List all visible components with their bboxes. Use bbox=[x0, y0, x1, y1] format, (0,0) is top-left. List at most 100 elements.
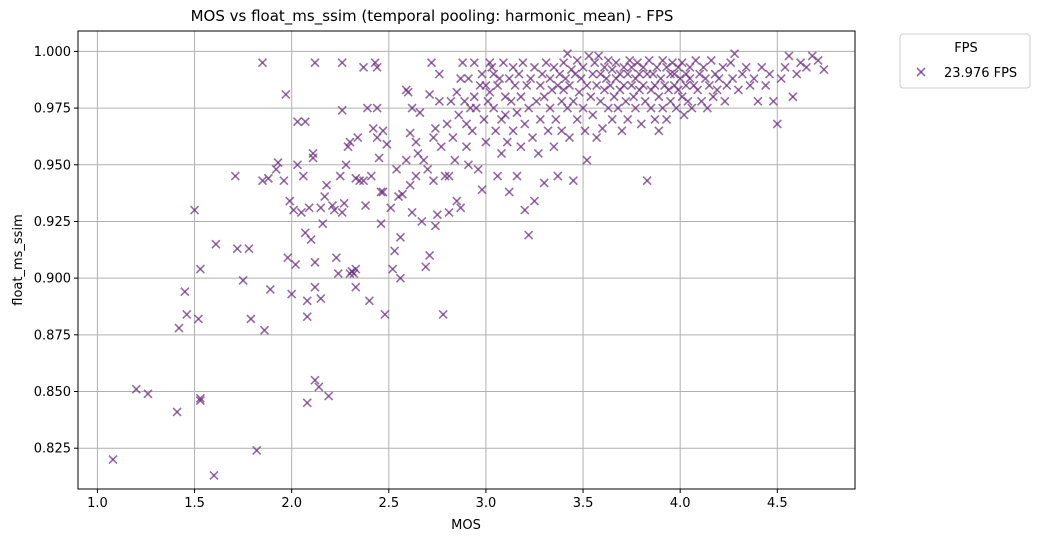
data-point bbox=[586, 92, 596, 102]
data-point bbox=[549, 142, 559, 152]
data-point bbox=[403, 87, 413, 97]
data-point bbox=[341, 160, 351, 170]
data-point bbox=[450, 155, 460, 165]
data-point bbox=[588, 69, 598, 79]
data-point bbox=[401, 155, 411, 165]
x-tick-label: 1.5 bbox=[184, 496, 205, 511]
data-point bbox=[807, 51, 817, 61]
data-point bbox=[512, 108, 522, 118]
data-point bbox=[407, 103, 417, 113]
data-point bbox=[753, 96, 763, 106]
data-point bbox=[378, 126, 388, 136]
data-point bbox=[467, 126, 477, 136]
data-point bbox=[757, 62, 767, 72]
data-point bbox=[776, 74, 786, 84]
data-point bbox=[180, 287, 190, 297]
data-point bbox=[285, 196, 295, 206]
data-point bbox=[316, 293, 326, 304]
data-point bbox=[287, 289, 297, 299]
data-point bbox=[477, 185, 487, 195]
data-point bbox=[279, 176, 289, 186]
data-point bbox=[345, 137, 355, 147]
x-tick-label: 1.0 bbox=[87, 496, 108, 511]
data-point bbox=[704, 80, 714, 90]
data-point bbox=[189, 205, 200, 215]
data-point bbox=[358, 62, 369, 72]
data-point bbox=[706, 55, 716, 66]
data-point bbox=[592, 80, 602, 90]
data-point bbox=[500, 92, 510, 102]
data-point bbox=[430, 123, 440, 134]
data-point bbox=[619, 80, 629, 90]
data-point bbox=[630, 103, 641, 113]
data-point bbox=[551, 114, 561, 124]
data-point bbox=[318, 219, 328, 229]
data-point bbox=[564, 80, 575, 90]
data-point bbox=[438, 309, 448, 319]
data-point bbox=[434, 69, 444, 79]
data-point bbox=[520, 205, 530, 215]
data-point bbox=[537, 69, 547, 79]
data-point bbox=[693, 85, 703, 95]
data-point bbox=[615, 69, 625, 79]
data-point bbox=[623, 114, 633, 124]
data-point bbox=[360, 201, 371, 211]
data-point bbox=[695, 69, 705, 79]
data-point bbox=[634, 69, 644, 79]
data-point bbox=[300, 117, 310, 127]
data-point bbox=[543, 126, 553, 136]
data-point bbox=[454, 110, 464, 120]
data-point bbox=[452, 87, 462, 97]
data-point bbox=[516, 92, 526, 102]
data-point bbox=[813, 55, 823, 66]
data-point bbox=[648, 69, 658, 79]
data-point bbox=[526, 74, 536, 84]
data-point bbox=[329, 205, 339, 215]
grid bbox=[78, 31, 855, 489]
data-point bbox=[819, 64, 829, 75]
data-point bbox=[423, 164, 433, 174]
data-point bbox=[392, 164, 402, 174]
y-axis-title: float_ms_ssim bbox=[11, 214, 26, 305]
data-point bbox=[349, 269, 359, 279]
data-point bbox=[512, 171, 522, 181]
data-point bbox=[337, 58, 347, 68]
data-point bbox=[578, 103, 588, 113]
data-point bbox=[463, 160, 474, 170]
data-point bbox=[195, 393, 205, 403]
data-point bbox=[768, 96, 778, 106]
data-point bbox=[580, 126, 590, 136]
data-point bbox=[729, 49, 740, 59]
data-point bbox=[333, 269, 343, 279]
data-point bbox=[362, 103, 372, 113]
x-tick-label: 4.5 bbox=[767, 496, 788, 511]
data-point bbox=[257, 176, 268, 186]
data-point bbox=[436, 142, 446, 152]
data-point bbox=[650, 114, 660, 124]
data-point bbox=[337, 105, 347, 115]
data-point bbox=[211, 239, 221, 249]
data-point bbox=[257, 58, 268, 68]
data-point bbox=[351, 264, 361, 274]
data-point bbox=[494, 74, 505, 84]
data-point bbox=[582, 80, 592, 90]
x-tick-label: 4.0 bbox=[670, 496, 691, 511]
data-point bbox=[477, 69, 487, 79]
data-point bbox=[310, 375, 320, 385]
data-point bbox=[677, 58, 687, 68]
data-point bbox=[469, 58, 479, 68]
data-point bbox=[308, 153, 318, 163]
data-point bbox=[370, 58, 380, 68]
data-point bbox=[174, 323, 184, 333]
data-point bbox=[292, 160, 303, 170]
data-point bbox=[594, 51, 604, 61]
data-point bbox=[547, 85, 557, 95]
data-point bbox=[376, 187, 386, 197]
data-point bbox=[302, 296, 312, 306]
data-point bbox=[681, 80, 691, 90]
data-point bbox=[302, 398, 312, 408]
data-point bbox=[411, 137, 421, 147]
data-point bbox=[658, 55, 668, 66]
data-point bbox=[595, 96, 606, 106]
data-point bbox=[698, 62, 709, 72]
